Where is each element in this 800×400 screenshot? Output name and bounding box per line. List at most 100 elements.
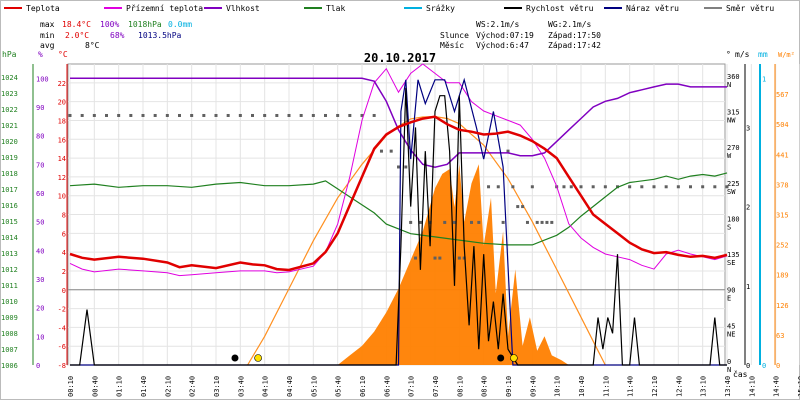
tick-wind-direction: 360 xyxy=(727,73,740,81)
tick-temperature: 20 xyxy=(58,99,66,107)
tick-rain: 1 xyxy=(762,75,766,83)
tick-humidity: 100 xyxy=(36,75,49,83)
tick-x: 14:40 xyxy=(773,376,781,397)
wind-direction-point xyxy=(569,185,573,189)
legend-label: Teplota xyxy=(26,4,60,13)
tick-temperature: 6 xyxy=(62,230,66,238)
wind-direction-point xyxy=(477,220,481,224)
series-n-raz-v-tru xyxy=(70,77,727,366)
wind-direction-point xyxy=(701,185,705,189)
tick-x: 08:40 xyxy=(481,376,489,397)
series-sm-r-v-tru xyxy=(68,113,729,260)
wind-direction-point xyxy=(689,185,692,189)
wind-direction-point xyxy=(80,113,84,117)
tick-humidity: 80 xyxy=(36,133,44,141)
legend-label: Srážky xyxy=(426,4,455,13)
legend-label: Směr větru xyxy=(726,4,774,13)
tick-x: 13:10 xyxy=(700,376,708,397)
wind-direction-point xyxy=(640,185,644,189)
wind-direction-point xyxy=(550,220,554,224)
stats-label-max: max xyxy=(40,20,55,29)
tick-wind-direction: 180 xyxy=(727,215,740,223)
tick-solar: 504 xyxy=(776,121,789,129)
tick-solar: 567 xyxy=(776,91,789,99)
info-moon-label: Měsíc xyxy=(440,41,464,50)
wind-direction-point xyxy=(153,113,157,117)
series-tlak xyxy=(69,172,728,246)
tick-rain: 0 xyxy=(762,362,766,370)
tick-temperature: 8 xyxy=(62,212,66,220)
wind-direction-point xyxy=(725,185,729,189)
unit-hpa: hPa xyxy=(2,50,17,59)
tick-pressure: 1018 xyxy=(1,170,18,178)
wind-direction-point xyxy=(299,113,303,117)
chart-title: 20.10.2017 xyxy=(364,51,436,65)
series-teplota xyxy=(69,115,728,272)
tick-x: 11:10 xyxy=(602,376,610,397)
tick-x: 12:40 xyxy=(675,376,683,397)
tick-wind-direction-label: N xyxy=(727,366,731,374)
wind-direction-point xyxy=(409,220,413,224)
tick-temperature: 10 xyxy=(58,193,66,201)
tick-wind-direction: 135 xyxy=(727,251,740,259)
tick-pressure: 1024 xyxy=(1,74,18,82)
tick-humidity: 70 xyxy=(36,161,44,169)
tick-wind-direction-label: SE xyxy=(727,259,735,267)
wind-direction-point xyxy=(496,185,500,189)
tick-temperature: 18 xyxy=(58,117,66,125)
tick-wind-direction-label: S xyxy=(727,223,731,231)
stats-avg-temp: 8°C xyxy=(85,41,100,50)
wind-direction-point xyxy=(105,113,108,117)
series-p-zemn-teplota xyxy=(69,63,728,277)
wind-direction-point xyxy=(511,185,515,189)
tick-x: 14:10 xyxy=(748,376,756,397)
info-sunrise: Východ:07:19 xyxy=(476,31,534,40)
tick-x: 11:40 xyxy=(627,376,635,397)
wind-direction-point xyxy=(226,113,230,117)
wind-direction-point xyxy=(165,113,169,117)
tick-pressure: 1015 xyxy=(1,218,18,226)
stats-max-hum: 100% xyxy=(100,20,119,29)
wind-direction-point xyxy=(379,149,383,153)
series-rychlost-v-tru xyxy=(70,87,727,366)
tick-temperature: 16 xyxy=(58,136,66,144)
tick-temperature: 12 xyxy=(58,174,66,182)
info-moonrise: Východ:6:47 xyxy=(476,41,529,50)
wind-direction-point xyxy=(487,185,491,189)
tick-x: 12:10 xyxy=(651,376,659,397)
unit-wm: W/m² xyxy=(778,51,795,59)
wind-direction-point xyxy=(530,185,534,189)
wind-direction-point xyxy=(324,113,327,117)
info-sunset: Západ:17:50 xyxy=(548,31,601,40)
wind-direction-point xyxy=(457,256,461,260)
wind-direction-point xyxy=(652,185,656,189)
tick-pressure: 1016 xyxy=(1,202,18,210)
wind-direction-point xyxy=(603,185,607,189)
tick-pressure: 1011 xyxy=(1,282,18,290)
tick-humidity: 90 xyxy=(36,104,44,112)
wind-direction-point xyxy=(68,113,72,117)
wind-direction-point xyxy=(92,113,96,117)
wind-direction-point xyxy=(535,220,539,224)
tick-x: 02:40 xyxy=(189,376,197,397)
tick-x: 15:10 xyxy=(797,376,800,397)
wind-direction-point xyxy=(462,256,466,260)
tick-temperature: 14 xyxy=(58,155,66,163)
tick-pressure: 1012 xyxy=(1,266,18,274)
tick-humidity: 40 xyxy=(36,247,44,255)
tick-solar: 315 xyxy=(776,212,789,220)
wind-direction-point xyxy=(428,220,432,224)
tick-temperature: -2 xyxy=(58,306,66,314)
wind-direction-point xyxy=(591,185,595,189)
tick-x: 05:10 xyxy=(310,376,318,397)
tick-wind-speed: 3 xyxy=(746,124,750,132)
tick-x: 01:40 xyxy=(140,376,148,397)
wind-direction-point xyxy=(348,113,352,117)
wind-direction-point xyxy=(506,149,510,153)
wind-direction-point xyxy=(470,220,473,224)
wind-direction-point xyxy=(452,220,456,224)
wind-direction-point xyxy=(414,256,418,260)
tick-x: 08:10 xyxy=(456,376,464,397)
wind-direction-point xyxy=(117,113,121,117)
tick-temperature: 22 xyxy=(58,80,66,88)
